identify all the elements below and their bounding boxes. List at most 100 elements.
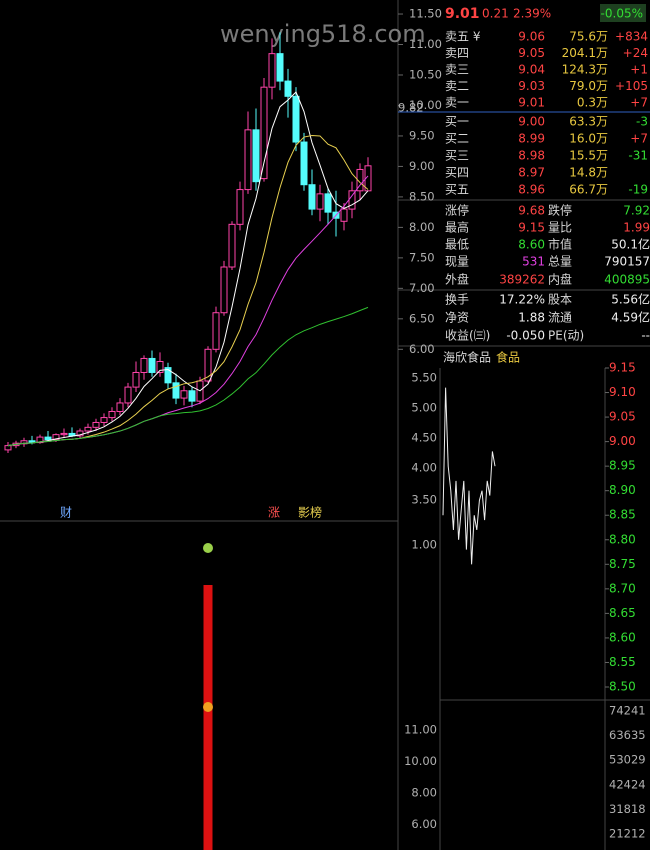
stat-label: 外盘 xyxy=(445,272,469,287)
candle-body xyxy=(228,223,236,268)
level-label: 买二 xyxy=(445,132,469,146)
level-price: 9.03 xyxy=(518,79,545,93)
level-delta: +7 xyxy=(630,132,648,146)
candle-body xyxy=(172,382,180,399)
volume-tick-label: 74241 xyxy=(609,704,646,718)
level-label: 买三 xyxy=(445,149,469,163)
stat-value: 7.92 xyxy=(623,204,650,218)
stat-value: -0.050 xyxy=(506,329,545,343)
candle-body xyxy=(180,390,188,399)
level-price: 8.96 xyxy=(518,183,545,197)
speed-box xyxy=(600,4,646,22)
y-tick-label: 8.50 xyxy=(409,189,435,203)
stat-label: 量比 xyxy=(548,221,572,235)
y-tick-label: 8.00 xyxy=(409,220,435,234)
y-tick-label: 6.50 xyxy=(409,311,435,325)
y-tick-label: 4.00 xyxy=(411,461,437,475)
candle-body xyxy=(268,53,276,88)
stat-label: 股本 xyxy=(548,293,572,307)
candle-body xyxy=(148,357,156,373)
y-tick-label: 8.85 xyxy=(609,508,636,522)
y-tick-label: 8.70 xyxy=(609,581,636,595)
price-tag: 9.82 xyxy=(398,101,424,115)
y-tick-label: 8.95 xyxy=(609,459,636,473)
indicator-icon xyxy=(203,702,213,712)
y-tick-label: 5.50 xyxy=(411,371,437,385)
candle-body xyxy=(20,440,28,445)
candle-body xyxy=(4,445,12,451)
stat-value: 17.22% xyxy=(499,293,545,307)
candle-body xyxy=(44,436,52,441)
y-tick-label: 9.50 xyxy=(409,128,435,142)
change-pct: 2.39% xyxy=(513,7,551,21)
y-tick-label: 6.00 xyxy=(409,342,435,356)
level-delta: +1 xyxy=(630,63,648,77)
stat-label: 总量 xyxy=(548,255,572,269)
stat-label: 收益(㈢) xyxy=(445,329,490,343)
level-volume: 63.3万 xyxy=(569,115,608,129)
y-tick-label: 3.50 xyxy=(411,493,437,507)
stat-label: 最高 xyxy=(445,220,469,235)
speed: -0.05% xyxy=(601,7,643,21)
stat-label: 涨停 xyxy=(445,203,469,218)
level-delta: -3 xyxy=(636,115,648,129)
candle-body xyxy=(356,168,364,192)
stat-label: 净资 xyxy=(445,311,469,325)
stat-label: 市值 xyxy=(548,237,572,252)
moving-average xyxy=(7,91,369,447)
level-price: 9.04 xyxy=(518,63,545,77)
y-tick-label: 8.55 xyxy=(609,655,636,669)
y-tick-label: 9.00 xyxy=(409,159,435,173)
level-delta: -31 xyxy=(628,149,648,163)
indicator-tick-label: 8.00 xyxy=(411,786,437,800)
candle-body xyxy=(188,390,196,402)
candle-body xyxy=(100,417,108,423)
level-label: 卖三 xyxy=(445,63,469,77)
stat-value: -- xyxy=(641,329,650,343)
level-delta: -19 xyxy=(628,183,648,197)
candle-body xyxy=(116,402,124,412)
candle-body xyxy=(252,129,260,183)
volume-tick-label: 63635 xyxy=(609,728,646,742)
y-tick-label: 5.00 xyxy=(411,401,437,415)
y-tick-label: 8.65 xyxy=(609,606,636,620)
level-volume: 66.7万 xyxy=(569,183,608,197)
candle-body xyxy=(76,430,84,437)
level-price: 8.99 xyxy=(518,132,545,146)
stat-value: 5.56亿 xyxy=(611,292,650,307)
last-price: 9.01 xyxy=(445,6,480,22)
candle-body xyxy=(212,312,220,350)
level-delta: +7 xyxy=(630,96,648,110)
level-label: 卖二 xyxy=(445,79,469,93)
candle-body xyxy=(340,208,348,222)
stat-label: 流通 xyxy=(548,311,572,325)
candle-body xyxy=(236,189,244,225)
y-tick-label: 11.50 xyxy=(409,7,442,21)
candle-body xyxy=(316,193,324,210)
level-label: 卖四 xyxy=(445,46,469,60)
level-volume: 15.5万 xyxy=(569,149,608,163)
stat-label: 跌停 xyxy=(548,203,572,218)
stat-value: 389262 xyxy=(499,273,545,287)
stat-value: 1.88 xyxy=(518,311,545,325)
stat-value: 9.68 xyxy=(518,204,545,218)
candle-body xyxy=(140,357,148,373)
candle-body xyxy=(132,371,140,388)
stat-value: 531 xyxy=(522,255,545,269)
level-volume: 204.1万 xyxy=(562,46,608,60)
stat-label: 现量 xyxy=(445,255,469,269)
y-tick-label: 8.80 xyxy=(609,532,636,546)
y-tick-label: 1.00 xyxy=(411,538,437,552)
moving-average xyxy=(7,175,369,447)
level-volume: 16.0万 xyxy=(569,132,608,146)
candle-body xyxy=(124,386,132,404)
indicator-tick-label: 11.00 xyxy=(404,723,437,737)
stock-name: 海欣食品 xyxy=(443,350,491,365)
indicator-icon xyxy=(203,543,213,553)
level-volume: 124.3万 xyxy=(562,63,608,77)
stat-value: 400895 xyxy=(604,273,650,287)
level-price: 9.00 xyxy=(518,115,545,129)
level-price: 8.97 xyxy=(518,166,545,180)
moving-average xyxy=(7,135,369,447)
